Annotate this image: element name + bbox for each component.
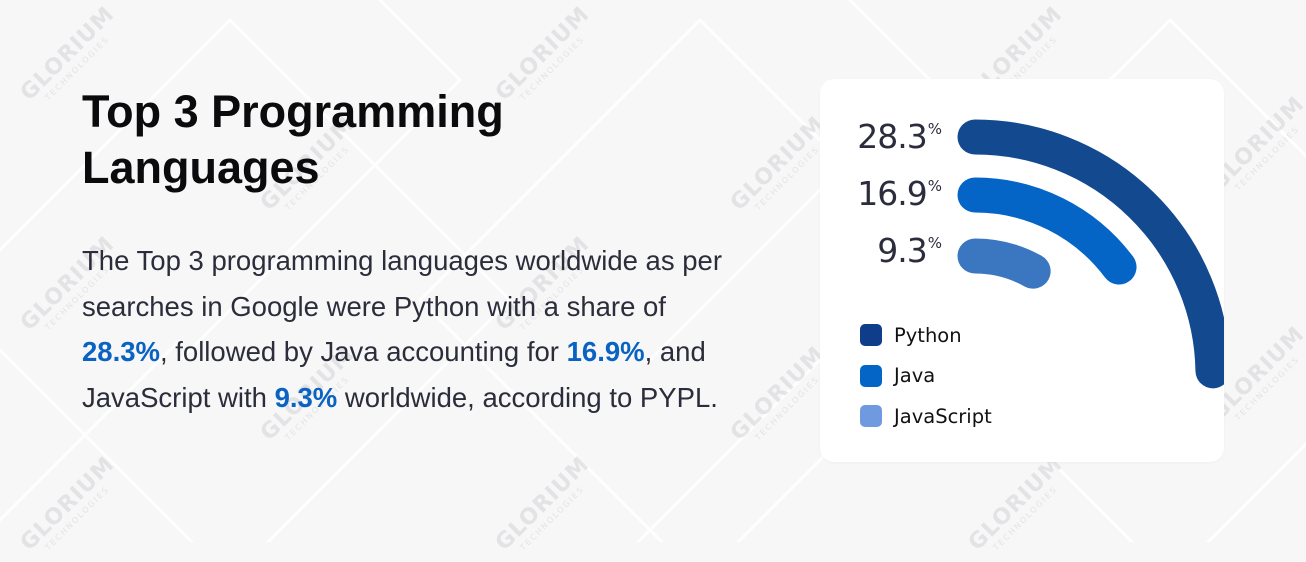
legend-label: JavaScript [894, 404, 992, 428]
radial-bar-chart [957, 119, 1224, 389]
page-title: Top 3 Programming Languages [82, 86, 504, 193]
legend-label: Python [894, 323, 962, 347]
arc-java [957, 177, 1137, 285]
legend-swatch-javascript [860, 405, 882, 428]
description-text: , followed by Java accounting for [159, 336, 567, 367]
description-text: worldwide, according to PYPL. [337, 381, 718, 413]
legend-item-python: Python [860, 315, 992, 356]
description: The Top 3 programming languages worldwid… [82, 238, 742, 420]
java-share: 16.9% [566, 336, 645, 367]
value-label-python: 28.3% [857, 117, 942, 156]
javascript-share: 9.3% [274, 381, 338, 413]
arc-python [957, 119, 1224, 389]
arc-javascript [957, 238, 1051, 289]
description-text: The Top 3 programming languages worldwid… [82, 245, 722, 322]
value-label-javascript: 9.3% [877, 231, 942, 270]
python-share: 28.3% [82, 336, 160, 367]
legend-item-java: Java [860, 356, 992, 397]
legend-item-javascript: JavaScript [860, 396, 992, 437]
legend-swatch-python [860, 324, 882, 347]
legend-label: Java [894, 364, 936, 388]
legend-swatch-java [860, 364, 882, 387]
description-text: , and JavaScript with [82, 336, 706, 413]
value-label-java: 16.9% [857, 174, 942, 213]
chart-legend: Python Java JavaScript [860, 315, 992, 437]
chart-card: 28.3% 16.9% 9.3% Python Java JavaScript [820, 79, 1224, 462]
